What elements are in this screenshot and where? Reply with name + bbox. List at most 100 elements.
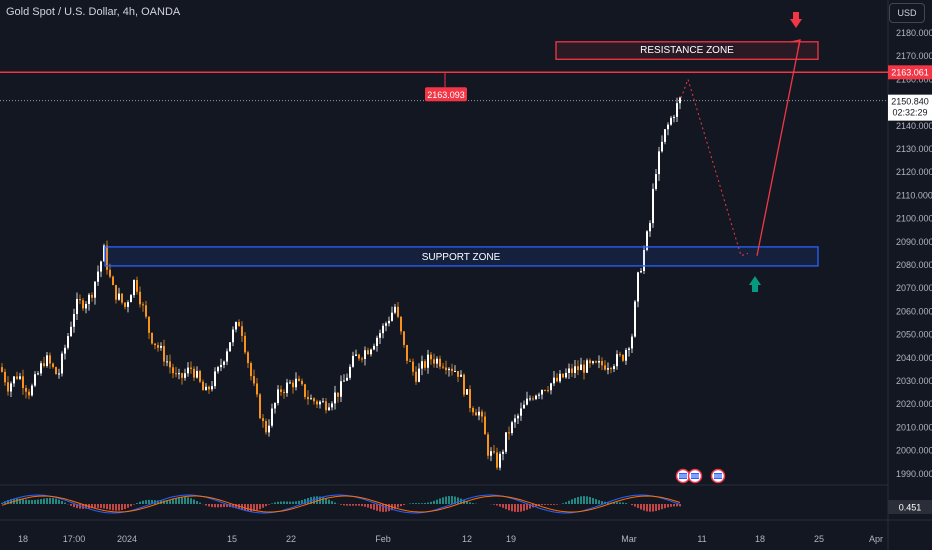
candle-body [109,269,111,277]
histogram-bar [121,504,123,511]
candle-body [340,381,342,397]
projection-dotted-path [680,77,749,257]
candle-body [313,398,315,402]
candle-body [214,371,216,387]
candle-body [139,291,141,305]
histogram-bar [607,502,609,504]
candle-body [625,349,627,361]
candle-body [286,382,288,394]
price-tick-label: 2160.000 [896,74,932,84]
histogram-bar [499,504,501,507]
price-tick-label: 2020.000 [896,399,932,409]
candle-body [67,336,69,348]
candle-body [460,374,462,377]
time-tick-label: 22 [286,534,296,544]
histogram-bar [385,504,387,512]
histogram-bar [169,499,171,504]
candle-body [352,355,354,367]
histogram-bar [529,504,531,509]
histogram-bar [73,504,75,508]
candle-body [196,370,198,378]
histogram-bar [124,504,126,510]
candle-body [229,342,231,352]
candle-body [469,389,471,409]
histogram-bar [265,504,267,507]
time-axis[interactable]: 18 17:00 2024 15 22 Feb 12 19 Mar 11 18 25 Apr [18,534,883,544]
price-axis[interactable]: 2180.0002170.0002160.0002150.0002140.000… [896,28,932,479]
histogram-bar [223,504,225,508]
histogram-bar [61,501,63,504]
candle-body [607,368,609,370]
resistance-price-label: 2163.061 [891,67,929,77]
us-flag-icon[interactable] [687,468,703,484]
histogram-bar [451,496,453,504]
candle-body [439,358,441,367]
candle-body [250,363,252,377]
histogram-bar [346,504,348,506]
histogram-bar [352,504,354,506]
candle-body [400,316,402,332]
histogram-bar [442,497,444,504]
price-tick-label: 2080.000 [896,260,932,270]
histogram-bar [139,501,141,504]
candle-body [559,373,561,382]
time-tick-label: 25 [814,534,824,544]
histogram-bar [655,504,657,512]
candle-body [190,367,192,369]
candle-body [181,373,183,378]
candle-body [451,368,453,372]
currency-button[interactable]: USD [889,3,925,23]
candle-body [103,245,105,262]
candle-body [583,364,585,373]
candle-body [385,323,387,326]
histogram-bar [247,504,249,512]
arrow-down-icon [790,12,802,28]
candle-body [679,97,681,104]
histogram-bar [235,504,237,509]
candle-body [145,305,147,317]
histogram-bar [127,504,129,508]
candle-body [211,386,213,390]
candle-body [433,359,435,364]
candle-body [232,329,234,343]
histogram-bar [379,504,381,512]
candle-body [574,366,576,373]
candle-body [316,401,318,405]
histogram-bar [7,500,9,504]
candle-body [628,348,630,350]
candle-body [70,326,72,337]
candle-body [151,332,153,344]
histogram-bar [268,504,270,505]
candle-body [112,276,114,286]
histogram-bar [409,503,411,504]
histogram-bar [508,504,510,511]
histogram-bar [199,502,201,504]
candle-body [379,333,381,338]
candle-body [454,371,456,373]
candle-body [169,361,171,368]
histogram-bar [382,504,384,512]
candle-body [307,396,309,400]
time-tick-label: Feb [375,534,391,544]
histogram-bar [550,504,552,505]
histogram-bar [232,504,234,508]
candle-body [97,271,99,282]
resistance-zone-box[interactable] [555,41,819,60]
candle-body [604,365,606,370]
histogram-bar [28,499,30,504]
histogram-bar [586,496,588,504]
candle-body [364,350,366,359]
histogram-bar [556,504,558,505]
candle-body [34,374,36,386]
support-zone-box[interactable] [104,246,819,267]
price-tick-label: 2030.000 [896,376,932,386]
us-flag-icon[interactable] [710,468,726,484]
us-flag-icon[interactable] [675,468,691,484]
candle-body [637,272,639,302]
price-tick-label: 2140.000 [896,121,932,131]
histogram-bar [583,496,585,504]
candle-body [646,231,648,250]
histogram-bar [190,498,192,504]
candle-body [100,261,102,272]
